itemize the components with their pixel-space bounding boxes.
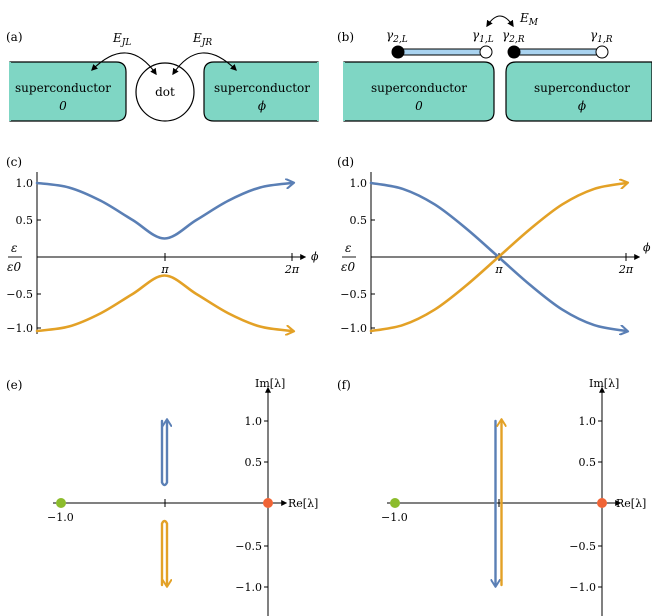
y-tick-label: −1.0 [340,322,367,335]
axis-ticks-f [394,420,602,588]
y-axis-label-den-c: ε0 [7,260,21,274]
x-axis-label-d: ϕ [643,241,651,254]
series-line [35,274,292,332]
coupling-label-right: EJR [192,31,212,48]
left-sc-phase-b: 0 [415,99,423,113]
coupling-arrow-left [91,52,157,76]
eigenvalue-path [160,421,167,487]
majorana-gamma-1R [595,45,609,59]
y-ticks-c [37,182,293,329]
y-tick-label: 1.0 [245,415,263,428]
x-tick-label: −1.0 [47,511,74,524]
eigenvalue-point [263,498,273,508]
y-axis-label-num-c: ε [11,241,17,255]
y-tick-label: 0.5 [350,214,368,227]
y-tick-label: 1.0 [350,177,368,190]
dot-label: dot [155,85,175,99]
y-tick-label: 0.5 [16,214,34,227]
y-tick-label: −0.5 [569,540,596,553]
x-tick-label: 2π [284,263,300,276]
y-tick-label: −0.5 [235,540,262,553]
left-sc-label-b: superconductor [371,81,467,95]
right-sc-phase-a: ϕ [258,99,266,113]
series-line [369,183,626,333]
panel-d-label: (d) [337,155,354,169]
series-line [35,183,292,240]
curves-d [369,183,626,333]
x-tick-label: 2π [618,263,634,276]
eigenvalue-path [160,519,167,585]
left-sc-phase-a: 0 [59,99,67,113]
x-tick-label: −1.0 [381,511,408,524]
axis-ticks-e [60,420,268,588]
y-tick-label: 0.5 [245,456,263,469]
quantum-dot [135,62,195,122]
right-sc-label-a: superconductor [214,81,310,95]
nanowire-left [397,48,487,56]
majorana-gamma-2L [391,45,405,59]
panel-a: (a) superconductor 0 superconductor ϕ do… [6,30,319,122]
panel-b-label: (b) [337,30,354,44]
majorana-gamma-1L [479,45,493,59]
y-tick-label: 1.0 [16,177,34,190]
panel-a-label: (a) [6,30,23,44]
y-axis-label-e: Im[λ] [255,377,285,390]
panel-c: (c) 1.0 0.5 −0.5 −1.0 π 2π ϕ ε ε0 [6,155,319,335]
majorana-coupling-label: EM [519,11,539,28]
y-tick-label: −0.5 [340,288,367,301]
left-superconductor-a [9,61,127,122]
y-tick-label: −1.0 [6,322,33,335]
right-sc-phase-b: ϕ [578,99,586,113]
right-sc-label-b: superconductor [534,81,630,95]
panel-f: (f) 1.0 0.5 −0.5 −1.0 −1.0 Im[λ] Re[λ] [337,377,646,616]
left-sc-label-a: superconductor [15,81,111,95]
nanowire-right [513,48,603,56]
coupling-label-left: EJL [112,31,131,48]
panel-e: (e) 1.0 0.5 −0.5 −1.0 −1.0 Im[λ] Re[λ] [6,377,318,616]
y-tick-label: −1.0 [235,581,262,594]
majorana-gamma-2R [507,45,521,59]
marks-f [390,421,607,585]
panel-e-label: (e) [6,378,22,392]
majorana-coupling-arrow [486,15,514,28]
x-axis-label-f: Re[λ] [616,497,646,510]
gamma-label-1L: γ1,L [472,28,494,45]
marks-e [56,421,273,585]
y-axis-label-num-d: ε [345,241,351,255]
x-tick-label: π [494,263,503,276]
panel-b: (b) superconductor 0 superconductor ϕ γ2… [337,11,652,122]
y-axis-label-den-d: ε0 [341,260,355,274]
y-tick-label: 0.5 [579,456,597,469]
x-axis-label-c: ϕ [311,250,319,263]
gamma-label-2R: γ2,R [502,28,525,45]
coupling-arrow-right [172,52,237,76]
panel-f-label: (f) [337,378,351,392]
right-superconductor-a [203,61,319,122]
eigenvalue-point [56,498,66,508]
eigenvalue-point [390,498,400,508]
gamma-label-2L: γ2,L [386,28,408,45]
x-axis-label-e: Re[λ] [288,497,318,510]
gamma-label-1R: γ1,R [590,28,613,45]
y-axis-label-f: Im[λ] [589,377,619,390]
x-tick-label: π [160,263,169,276]
right-superconductor-b [505,61,652,122]
left-superconductor-b [343,61,495,122]
panel-d: (d) 1.0 0.5 −0.5 −1.0 π 2π ϕ ε ε0 [337,155,651,335]
curves-c [35,183,292,332]
y-tick-label: −1.0 [569,581,596,594]
eigenvalue-point [597,498,607,508]
y-tick-label: 1.0 [579,415,597,428]
y-tick-label: −0.5 [6,288,33,301]
panel-c-label: (c) [6,155,22,169]
